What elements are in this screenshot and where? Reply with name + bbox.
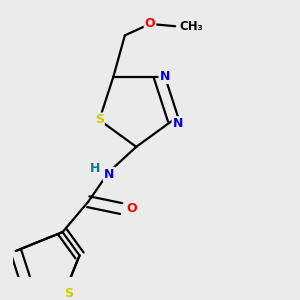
Text: S: S — [64, 287, 73, 300]
Text: CH₃: CH₃ — [179, 20, 203, 33]
Text: N: N — [104, 168, 114, 181]
Text: S: S — [95, 113, 104, 127]
Text: N: N — [172, 117, 183, 130]
Text: H: H — [90, 162, 100, 175]
Text: O: O — [126, 202, 136, 215]
Text: O: O — [145, 17, 155, 30]
Text: N: N — [159, 70, 170, 83]
